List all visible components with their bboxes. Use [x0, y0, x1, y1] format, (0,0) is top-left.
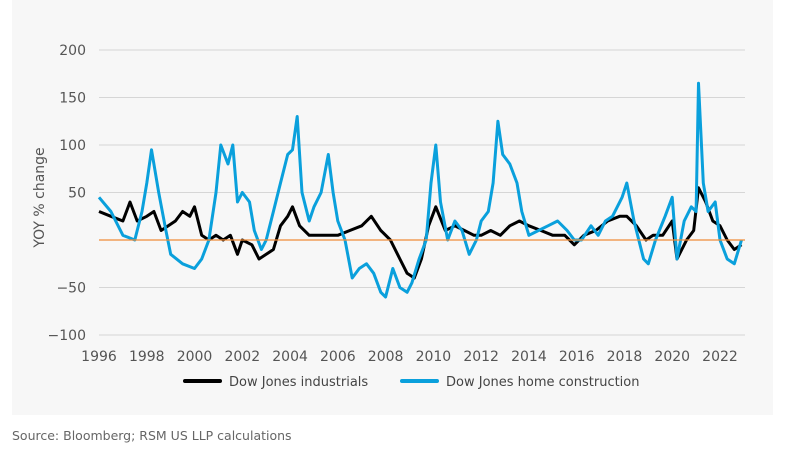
y-tick-label: −50 — [56, 281, 86, 297]
y-tick-label: 200 — [59, 43, 86, 59]
x-tick-label: 1998 — [129, 349, 165, 365]
x-tick-label: 2020 — [654, 349, 690, 365]
series-line-industrials — [98, 186, 743, 280]
x-tick-label: 2022 — [702, 349, 738, 365]
x-tick-label: 2012 — [463, 349, 499, 365]
x-tick-label: 2008 — [368, 349, 404, 365]
x-tick-label: 2000 — [177, 349, 213, 365]
legend-label: Dow Jones industrials — [229, 375, 368, 390]
x-tick-label: 1996 — [81, 349, 117, 365]
x-tick-label: 2006 — [320, 349, 356, 365]
x-tick-label: 2004 — [272, 349, 308, 365]
y-tick-label: 100 — [59, 138, 86, 154]
line-chart: 200 150 100 50 −50 −100 1996 1998 2000 2002 2004 20… — [32, 43, 745, 390]
x-tick-label: 2010 — [416, 349, 452, 365]
source-note: Source: Bloomberg; RSM US LLP calculatio… — [12, 428, 292, 443]
legend-label: Dow Jones home construction — [446, 375, 640, 390]
series-line-home-construction — [97, 81, 743, 299]
x-tick-label: 2002 — [224, 349, 260, 365]
x-tick-label: 2014 — [511, 349, 547, 365]
y-tick-label: 150 — [59, 91, 86, 107]
y-tick-label: 50 — [68, 186, 86, 202]
x-tick-label: 2018 — [607, 349, 643, 365]
y-axis-label: YOY % change — [32, 147, 48, 248]
x-tick-label: 2016 — [559, 349, 595, 365]
y-tick-label: −100 — [48, 328, 86, 344]
chart-panel — [12, 0, 773, 415]
